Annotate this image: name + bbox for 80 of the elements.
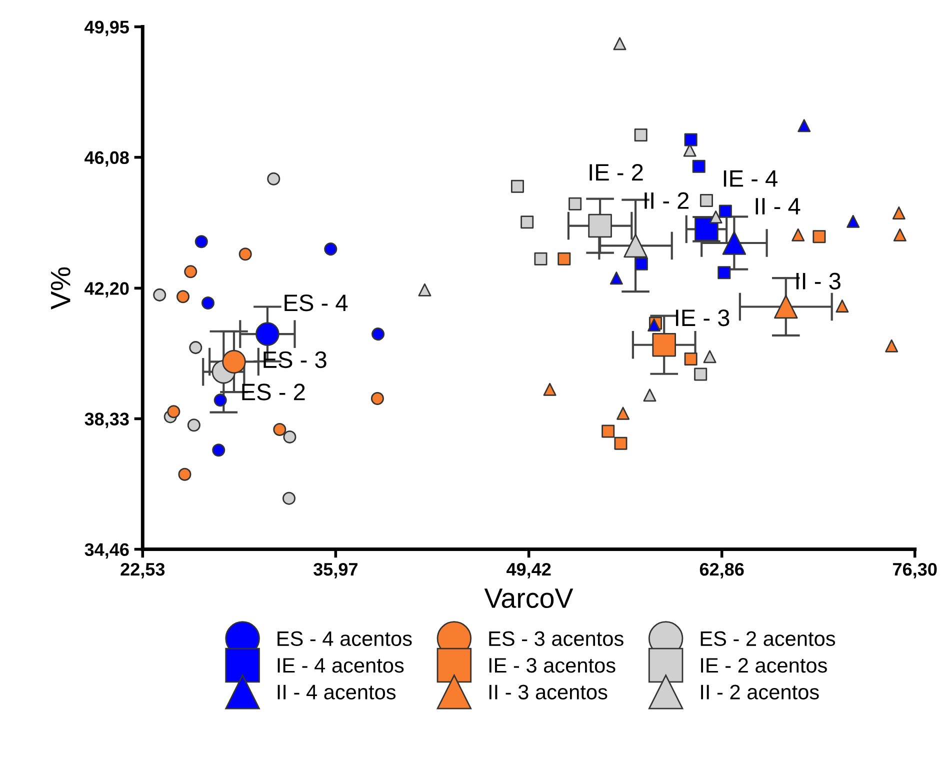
point: [602, 424, 615, 438]
point: [187, 418, 200, 432]
point: [167, 405, 180, 418]
point: [703, 350, 716, 364]
point: [568, 197, 582, 210]
annotation: ES - 4: [284, 294, 348, 312]
point: [614, 436, 628, 450]
legend-label: IE - 2 acentos: [701, 658, 827, 673]
point: [273, 423, 286, 436]
legend-label: IE - 3 acentos: [489, 658, 616, 673]
annotation: II - 4: [756, 198, 800, 214]
point: [201, 296, 214, 310]
annotation: IE - 4: [724, 170, 778, 187]
legend-label: II - 3 acentos: [489, 684, 608, 700]
point: [700, 194, 713, 207]
x-tick-label: 62,86: [700, 562, 744, 578]
point: [176, 290, 190, 304]
point: [718, 204, 732, 218]
point: [418, 283, 432, 296]
point: [610, 272, 623, 285]
x-tick-label: 76,30: [893, 562, 937, 578]
point: [885, 339, 898, 352]
x-axis-title: VarcoV: [484, 588, 574, 608]
y-axis-title: V%: [50, 267, 70, 310]
point: [194, 235, 208, 248]
legend-label: II - 2 acentos: [701, 684, 819, 700]
point: [214, 394, 227, 407]
legend-label: ES - 4 acentos: [278, 631, 412, 646]
point: [798, 119, 811, 132]
point: [694, 368, 708, 381]
point: [684, 352, 698, 366]
point: [283, 430, 296, 444]
point: [846, 214, 860, 228]
point: [634, 128, 648, 142]
annotation: II - 3: [796, 272, 840, 290]
annotation: IE - 3: [676, 309, 730, 326]
point: [534, 252, 548, 266]
point: [893, 228, 906, 242]
y-tick-label: 38,33: [84, 412, 129, 428]
point: [267, 172, 280, 186]
point: [370, 392, 384, 405]
legend-label: II - 4 acentos: [278, 684, 396, 700]
y-tick-label: 46,08: [84, 151, 129, 167]
annotation: ES - 2: [242, 384, 305, 400]
point: [212, 444, 226, 457]
point: [718, 266, 731, 280]
x-tick-label: 35,97: [313, 562, 358, 578]
legend-label: ES - 2 acentos: [700, 631, 836, 646]
point: [558, 252, 571, 266]
point: [520, 216, 534, 229]
legend-label: ES - 3 acentos: [489, 631, 624, 646]
point: [178, 468, 192, 481]
point: [892, 206, 906, 220]
y-tick-label: 42,20: [84, 282, 129, 298]
point: [282, 492, 296, 505]
x-tick-label: 22,53: [120, 562, 165, 578]
point: [543, 382, 556, 396]
point: [634, 257, 648, 270]
point: [184, 265, 198, 278]
point: [372, 328, 385, 341]
point: [510, 180, 524, 193]
point: [189, 341, 202, 354]
point: [792, 228, 805, 242]
y-tick-label: 49,95: [84, 20, 129, 36]
point: [692, 160, 706, 173]
point: [324, 242, 338, 256]
point: [709, 210, 722, 224]
point: [238, 248, 252, 261]
point: [684, 133, 698, 146]
annotation: IE - 2: [590, 164, 643, 181]
annotation: II - 2: [644, 192, 689, 209]
point: [153, 288, 166, 302]
legend-label: IE - 4 acentos: [278, 658, 404, 673]
point: [613, 37, 626, 50]
point: [812, 230, 826, 244]
point: [643, 388, 656, 402]
y-tick-label: 34,46: [84, 543, 129, 559]
point: [836, 300, 849, 313]
point: [616, 406, 630, 420]
x-tick-label: 49,42: [506, 562, 551, 578]
